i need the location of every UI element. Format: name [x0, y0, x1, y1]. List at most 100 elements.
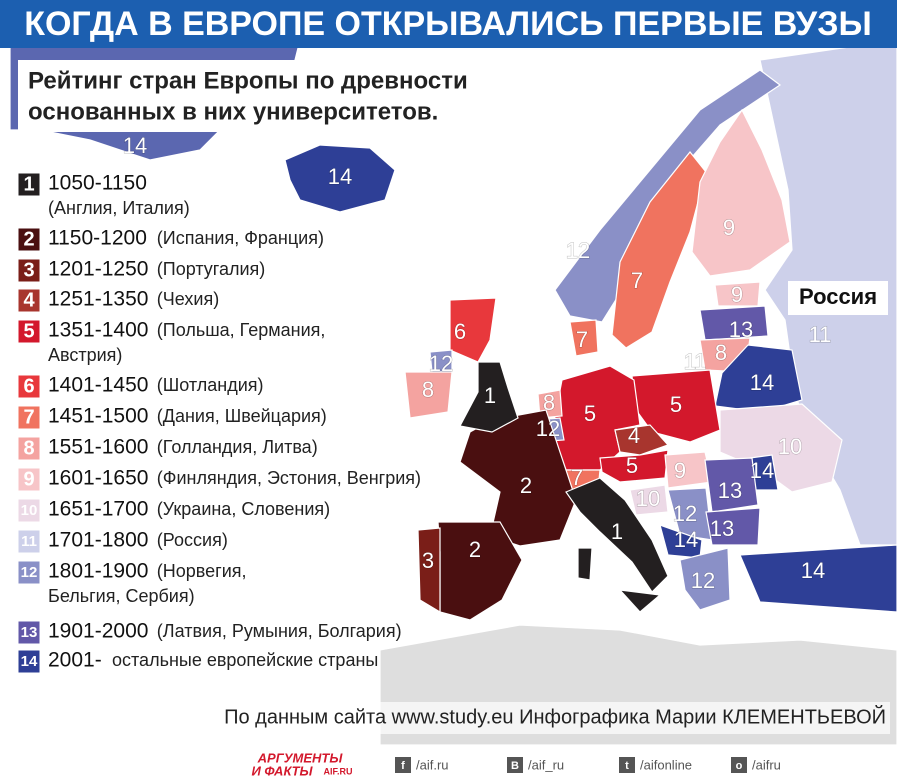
legend-swatch [17, 288, 41, 313]
legend-rank: 9 [23, 468, 34, 490]
legend-swatch [17, 436, 41, 461]
legend-rank: 2 [23, 228, 34, 250]
social-icon[interactable] [507, 757, 523, 773]
legend-period: 1150-1200 [48, 227, 147, 250]
map-label: 8 [543, 390, 555, 415]
brand: И ФАКТЫ [251, 763, 313, 778]
legend-swatch [17, 467, 41, 492]
ukraine [719, 403, 843, 493]
legend-swatch [17, 405, 41, 430]
social-link[interactable]: /aifonline [640, 757, 692, 772]
portugal [417, 527, 441, 614]
scotland [449, 297, 497, 363]
social-links: f/aif.ru B/aif_ru t/aifonline o/aifru [395, 757, 781, 773]
legend-swatch [17, 374, 41, 399]
map-label: 12 [673, 501, 697, 526]
legend-period: 1401-1450 [48, 374, 148, 397]
legend-period: 1651-1700 [48, 498, 148, 521]
norway [554, 69, 782, 323]
map-label: 6 [454, 319, 466, 344]
map-label: 9 [674, 458, 686, 483]
legend-swatch [17, 498, 41, 523]
map-label: 12 [566, 238, 590, 263]
brand-site: AIF.RU [324, 766, 353, 776]
legend-period: 1601-1650 [48, 467, 148, 490]
subtitle-box [18, 60, 498, 132]
map-label: 14 [123, 133, 147, 158]
title: КОГДА В ЕВРОПЕ ОТКРЫВАЛИСЬ ПЕРВЫЕ ВУЗЫ [24, 5, 872, 43]
social-icon[interactable] [731, 757, 747, 773]
social-link[interactable]: /aif_ru [528, 757, 564, 772]
legend-period: 1251-1350 [48, 288, 148, 311]
map-label: 5 [584, 401, 596, 426]
legend-rank: 4 [23, 289, 35, 311]
legend-countries: Австрия) [48, 345, 122, 365]
map-label: 8 [422, 377, 434, 402]
map-label: 10 [778, 434, 802, 459]
legend-rank: 7 [23, 406, 34, 428]
social-link[interactable]: /aif.ru [416, 757, 449, 772]
sardinia [577, 547, 593, 581]
map-label: 2 [520, 473, 532, 498]
map-label: 10 [636, 486, 660, 511]
map-label: 12 [536, 416, 560, 441]
social-icon-letter[interactable]: o [736, 760, 743, 772]
legend-countries: (Португалия) [157, 259, 265, 279]
title-bar [0, 0, 897, 48]
legend-countries: (Чехия) [157, 289, 219, 309]
map-label: 14 [674, 527, 698, 552]
subtitle: Рейтинг стран Европы по древности [28, 67, 468, 94]
legend-swatch [17, 649, 41, 674]
ireland [404, 371, 453, 419]
sicily [618, 589, 662, 613]
legend-period: 1050-1150 [48, 172, 147, 195]
legend-countries: (Шотландия) [157, 375, 264, 395]
legend-countries: (Польша, Германия, [157, 320, 326, 340]
italy [565, 477, 669, 593]
legend-countries: (Англия, Италия) [48, 198, 190, 218]
map-label: 13 [729, 317, 753, 342]
social-icon[interactable] [619, 757, 635, 773]
bulgaria [705, 507, 761, 546]
brand: АРГУМЕНТЫ [257, 750, 344, 765]
legend-period: 1351-1400 [48, 319, 148, 342]
austria [599, 449, 669, 483]
map-label: 2 [469, 537, 481, 562]
legend-countries: (Голландия, Литва) [157, 437, 318, 457]
map-label: 3 [422, 548, 434, 573]
legend-swatch [17, 227, 41, 252]
legend-rank: 3 [23, 259, 34, 281]
social-icon[interactable] [395, 757, 411, 773]
legend-rank: 1 [23, 173, 34, 195]
greece [679, 547, 731, 611]
map-label: 12 [429, 351, 453, 376]
social-icon-letter[interactable]: B [511, 760, 519, 772]
map-label: 14 [328, 164, 352, 189]
social-icon-letter[interactable]: t [625, 760, 629, 772]
country-name: Россия [799, 284, 877, 309]
legend-period: 1801-1900 [48, 560, 148, 583]
map-label: 7 [571, 465, 583, 490]
map-label: 1 [611, 519, 623, 544]
social-icon-letter[interactable]: f [401, 760, 405, 772]
czechia [614, 424, 670, 456]
legend-rank: 5 [23, 320, 34, 342]
map-label: 7 [576, 327, 588, 352]
legend: 1 1050-1150 (Англия, Италия) 2 1150-1200 (Исп… [17, 172, 421, 674]
hungary [664, 451, 713, 489]
legend-countries: (Россия) [157, 530, 228, 550]
legend-swatch [17, 560, 41, 585]
map-label: 11 [809, 322, 832, 347]
map-label: 11 [684, 349, 707, 374]
turkey [739, 544, 897, 613]
legend-rank: 11 [21, 533, 37, 550]
legend-swatch [17, 620, 41, 645]
latvia [699, 305, 769, 341]
social-link[interactable]: /aifru [752, 757, 781, 772]
map-label: 9 [731, 282, 743, 307]
map-label: 7 [631, 268, 643, 293]
legend-period: 1201-1250 [48, 258, 148, 281]
legend-period: 2001- [48, 649, 102, 672]
legend-swatch [17, 529, 41, 554]
